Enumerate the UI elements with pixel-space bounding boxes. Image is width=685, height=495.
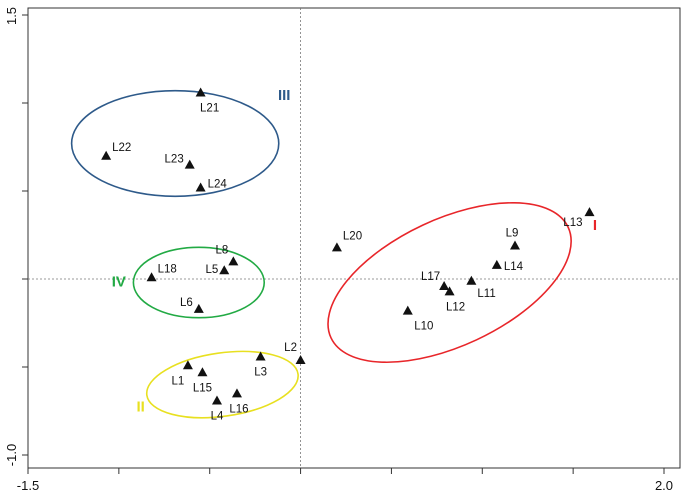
point-l17 — [439, 281, 450, 291]
group-label-i: I — [593, 217, 597, 234]
point-l22 — [101, 150, 112, 160]
point-label-l2: L2 — [284, 342, 297, 354]
y-tick-label-max: 1.5 — [4, 7, 19, 25]
point-label-l11: L11 — [477, 288, 495, 300]
point-label-l6: L6 — [180, 297, 193, 309]
point-l11 — [466, 275, 477, 285]
point-label-l14: L14 — [504, 261, 524, 273]
reference-lines — [28, 8, 680, 468]
data-points: L1 L2 L3 L4 L5 L6 L8 L9 L10 L11 L12 L13 L14 L15 L16 L17… — [101, 87, 595, 422]
point-l24 — [195, 182, 206, 192]
axis-ticks — [22, 14, 665, 474]
point-l20 — [331, 242, 342, 252]
group-label-ii: II — [136, 398, 144, 415]
plot-frame — [27, 7, 681, 469]
point-label-l10: L10 — [414, 321, 433, 333]
group-label-iii: III — [278, 87, 291, 104]
point-l15 — [197, 367, 208, 377]
point-label-l24: L24 — [208, 179, 228, 191]
y-tick-label-min: -1.0 — [4, 444, 19, 466]
x-tick-label-min: -1.5 — [17, 478, 39, 493]
point-l6 — [193, 303, 204, 313]
point-label-l20: L20 — [343, 230, 362, 242]
point-l14 — [491, 259, 502, 269]
point-l16 — [231, 388, 242, 398]
point-l5 — [219, 265, 230, 275]
point-l4 — [211, 395, 222, 405]
group-ellipse-iv — [132, 246, 266, 319]
point-label-l17: L17 — [421, 271, 440, 283]
point-label-l4: L4 — [211, 410, 224, 422]
point-label-l23: L23 — [165, 154, 184, 166]
point-l9 — [509, 240, 520, 250]
point-label-l5: L5 — [205, 264, 218, 276]
point-l12 — [444, 286, 455, 296]
point-l10 — [402, 305, 413, 315]
point-label-l9: L9 — [506, 228, 519, 240]
point-label-l8: L8 — [216, 244, 229, 256]
point-l8 — [228, 256, 239, 266]
point-label-l12: L12 — [446, 301, 465, 313]
point-label-l22: L22 — [112, 142, 131, 154]
x-tick-label-max: 2.0 — [655, 478, 673, 493]
group-ellipse-iii — [70, 89, 280, 198]
point-l23 — [184, 159, 195, 169]
point-l13 — [584, 207, 595, 217]
group-label-iv: IV — [112, 273, 126, 290]
point-l1 — [182, 360, 193, 370]
point-label-l15: L15 — [193, 382, 212, 394]
group-ellipse-i — [327, 202, 572, 364]
group-ellipse-ii — [145, 350, 299, 419]
point-l18 — [146, 272, 157, 282]
point-label-l3: L3 — [254, 366, 267, 378]
point-label-l16: L16 — [229, 403, 248, 415]
point-l21 — [195, 87, 206, 97]
point-l3 — [255, 351, 266, 361]
point-label-l13: L13 — [563, 217, 582, 229]
axis-tick-labels: -1.5 2.0 1.5 -1.0 — [4, 7, 673, 493]
point-l2 — [295, 354, 306, 364]
point-label-l1: L1 — [172, 375, 185, 387]
point-label-l18: L18 — [158, 263, 177, 275]
point-label-l21: L21 — [200, 102, 219, 114]
